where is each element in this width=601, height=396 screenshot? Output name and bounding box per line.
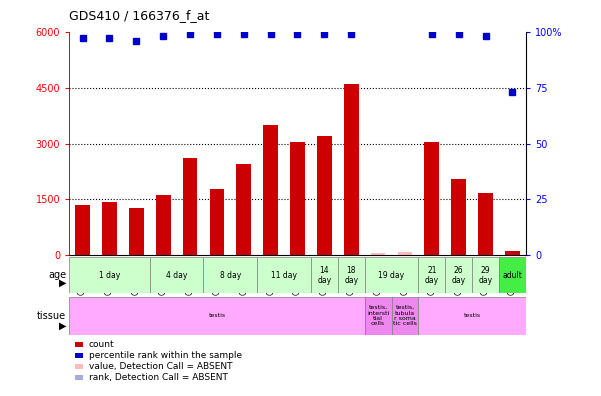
Text: 18
day: 18 day bbox=[344, 266, 358, 285]
Text: testis,
tubula
r soma
tic cells: testis, tubula r soma tic cells bbox=[393, 305, 417, 326]
Text: GDS410 / 166376_f_at: GDS410 / 166376_f_at bbox=[69, 9, 210, 22]
Text: 21
day: 21 day bbox=[425, 266, 439, 285]
Text: 4 day: 4 day bbox=[166, 271, 188, 280]
Bar bbox=[156, 195, 171, 255]
Text: testis: testis bbox=[463, 313, 481, 318]
Bar bbox=[210, 189, 224, 255]
Bar bbox=[344, 84, 359, 255]
Bar bbox=[371, 253, 385, 255]
Bar bbox=[472, 257, 499, 293]
Text: testis,
intersti
tial
cells: testis, intersti tial cells bbox=[367, 305, 389, 326]
Bar bbox=[290, 142, 305, 255]
Text: age: age bbox=[48, 270, 66, 280]
Bar bbox=[418, 257, 445, 293]
Bar bbox=[150, 257, 204, 293]
Text: tissue: tissue bbox=[37, 311, 66, 321]
Bar bbox=[317, 136, 332, 255]
Bar bbox=[424, 142, 439, 255]
Bar bbox=[75, 205, 90, 255]
Text: 19 day: 19 day bbox=[379, 271, 404, 280]
Bar bbox=[365, 257, 418, 293]
Bar bbox=[418, 297, 526, 335]
Bar bbox=[257, 257, 311, 293]
Bar bbox=[505, 251, 520, 255]
Text: rank, Detection Call = ABSENT: rank, Detection Call = ABSENT bbox=[89, 373, 228, 382]
Text: adult: adult bbox=[502, 271, 522, 280]
Bar bbox=[398, 252, 412, 255]
Bar bbox=[445, 257, 472, 293]
Bar bbox=[499, 257, 526, 293]
Bar bbox=[69, 297, 365, 335]
Bar bbox=[338, 257, 365, 293]
Text: count: count bbox=[89, 340, 115, 349]
Bar bbox=[204, 257, 257, 293]
Text: percentile rank within the sample: percentile rank within the sample bbox=[89, 351, 242, 360]
Bar bbox=[451, 179, 466, 255]
Bar bbox=[102, 202, 117, 255]
Bar bbox=[311, 257, 338, 293]
Text: ▶: ▶ bbox=[59, 321, 66, 331]
Text: value, Detection Call = ABSENT: value, Detection Call = ABSENT bbox=[89, 362, 233, 371]
Text: 29
day: 29 day bbox=[478, 266, 493, 285]
Bar bbox=[236, 164, 251, 255]
Bar bbox=[263, 125, 278, 255]
Text: 1 day: 1 day bbox=[99, 271, 120, 280]
Bar bbox=[391, 297, 418, 335]
Bar bbox=[183, 158, 197, 255]
Bar bbox=[69, 257, 150, 293]
Text: testis: testis bbox=[209, 313, 225, 318]
Bar bbox=[365, 297, 391, 335]
Bar bbox=[129, 208, 144, 255]
Bar bbox=[478, 193, 493, 255]
Text: ▶: ▶ bbox=[59, 278, 66, 288]
Text: 26
day: 26 day bbox=[451, 266, 466, 285]
Text: 8 day: 8 day bbox=[220, 271, 241, 280]
Text: 11 day: 11 day bbox=[271, 271, 297, 280]
Text: 14
day: 14 day bbox=[317, 266, 331, 285]
